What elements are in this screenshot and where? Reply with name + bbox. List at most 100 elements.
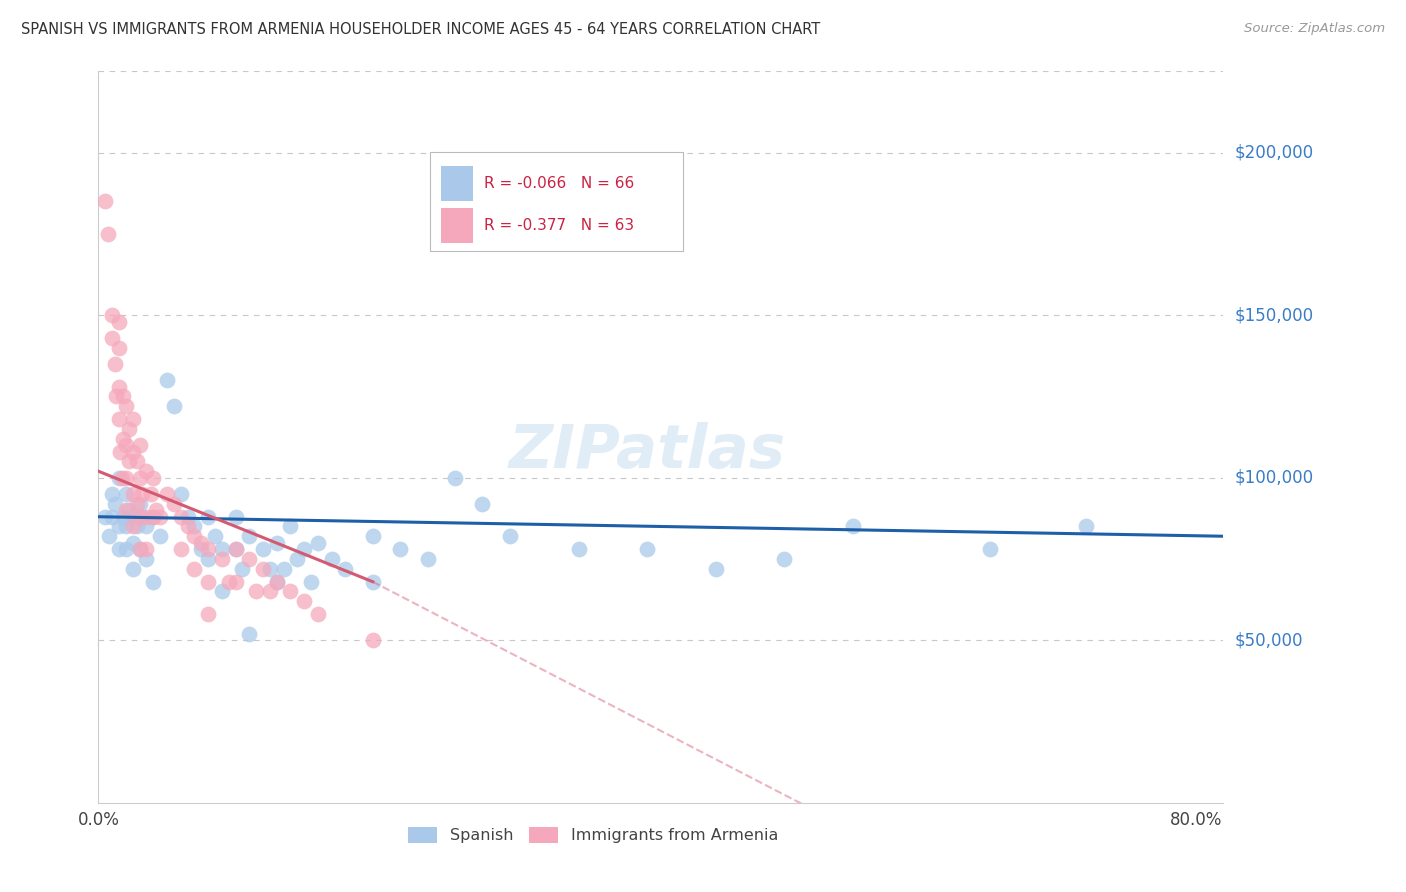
Point xyxy=(115,503,138,517)
Point xyxy=(111,471,134,485)
Point xyxy=(128,471,150,485)
Point xyxy=(108,471,131,485)
Point xyxy=(112,509,135,524)
Point xyxy=(307,607,329,622)
Point xyxy=(252,562,274,576)
Point xyxy=(105,389,128,403)
Point xyxy=(101,308,124,322)
Point xyxy=(163,497,186,511)
Point xyxy=(321,552,343,566)
Point xyxy=(101,487,124,501)
Point xyxy=(108,542,131,557)
Point xyxy=(135,542,157,557)
Point xyxy=(149,529,172,543)
Point xyxy=(416,552,439,566)
Point xyxy=(285,552,308,566)
Point xyxy=(190,542,212,557)
Point xyxy=(252,542,274,557)
Point xyxy=(121,509,143,524)
Point xyxy=(117,503,139,517)
Point xyxy=(94,194,117,209)
Point xyxy=(115,471,138,485)
Point xyxy=(238,552,260,566)
Point xyxy=(142,574,165,589)
Point xyxy=(183,529,205,543)
Point xyxy=(112,432,135,446)
Point xyxy=(567,542,589,557)
Point xyxy=(108,341,131,355)
Point xyxy=(125,519,148,533)
Point xyxy=(104,497,127,511)
Point xyxy=(128,509,150,524)
Point xyxy=(225,542,247,557)
Point xyxy=(149,509,172,524)
Point xyxy=(197,552,219,566)
Point xyxy=(115,438,138,452)
Text: Source: ZipAtlas.com: Source: ZipAtlas.com xyxy=(1244,22,1385,36)
Point xyxy=(273,562,295,576)
Point xyxy=(211,584,233,599)
Point xyxy=(94,509,117,524)
Point xyxy=(108,519,131,533)
Point xyxy=(471,497,494,511)
Point xyxy=(97,227,120,241)
Point xyxy=(145,503,167,517)
Point xyxy=(121,487,143,501)
Point xyxy=(98,529,121,543)
Point xyxy=(1074,519,1097,533)
Point xyxy=(225,574,247,589)
FancyBboxPatch shape xyxy=(441,208,472,244)
Point xyxy=(115,399,138,413)
Point xyxy=(361,574,384,589)
Point xyxy=(361,633,384,648)
Point xyxy=(156,487,179,501)
Point xyxy=(115,542,138,557)
Point xyxy=(197,574,219,589)
Point xyxy=(121,412,143,426)
Point xyxy=(121,535,143,549)
Point xyxy=(280,519,302,533)
Point xyxy=(389,542,412,557)
Point xyxy=(131,509,153,524)
Point xyxy=(197,509,219,524)
Point xyxy=(131,487,153,501)
Point xyxy=(636,542,658,557)
Point xyxy=(183,562,205,576)
Point xyxy=(176,519,198,533)
Point xyxy=(108,412,131,426)
Point xyxy=(139,487,162,501)
Point xyxy=(211,542,233,557)
Point xyxy=(121,519,143,533)
Point xyxy=(115,487,138,501)
Point xyxy=(266,574,288,589)
Point xyxy=(190,535,212,549)
Point xyxy=(266,574,288,589)
Text: R = -0.066   N = 66: R = -0.066 N = 66 xyxy=(484,176,634,191)
Point xyxy=(101,331,124,345)
Point xyxy=(108,380,131,394)
Point xyxy=(299,574,322,589)
Point xyxy=(259,562,281,576)
Point xyxy=(225,509,247,524)
Text: ZIPatlas: ZIPatlas xyxy=(509,422,786,481)
Point xyxy=(135,552,157,566)
Point xyxy=(266,535,288,549)
Point xyxy=(117,454,139,468)
Legend: Spanish, Immigrants from Armenia: Spanish, Immigrants from Armenia xyxy=(402,821,785,850)
FancyBboxPatch shape xyxy=(441,166,472,201)
Point xyxy=(156,373,179,387)
Point xyxy=(125,454,148,468)
Point xyxy=(361,529,384,543)
Text: $50,000: $50,000 xyxy=(1234,632,1303,649)
Point xyxy=(176,509,198,524)
Point xyxy=(704,562,727,576)
Point xyxy=(112,389,135,403)
Point xyxy=(245,584,267,599)
Point xyxy=(335,562,357,576)
Text: SPANISH VS IMMIGRANTS FROM ARMENIA HOUSEHOLDER INCOME AGES 45 - 64 YEARS CORRELA: SPANISH VS IMMIGRANTS FROM ARMENIA HOUSE… xyxy=(21,22,820,37)
Point xyxy=(238,529,260,543)
Point xyxy=(197,607,219,622)
Point xyxy=(142,509,165,524)
Point xyxy=(135,519,157,533)
Text: $150,000: $150,000 xyxy=(1234,306,1313,324)
